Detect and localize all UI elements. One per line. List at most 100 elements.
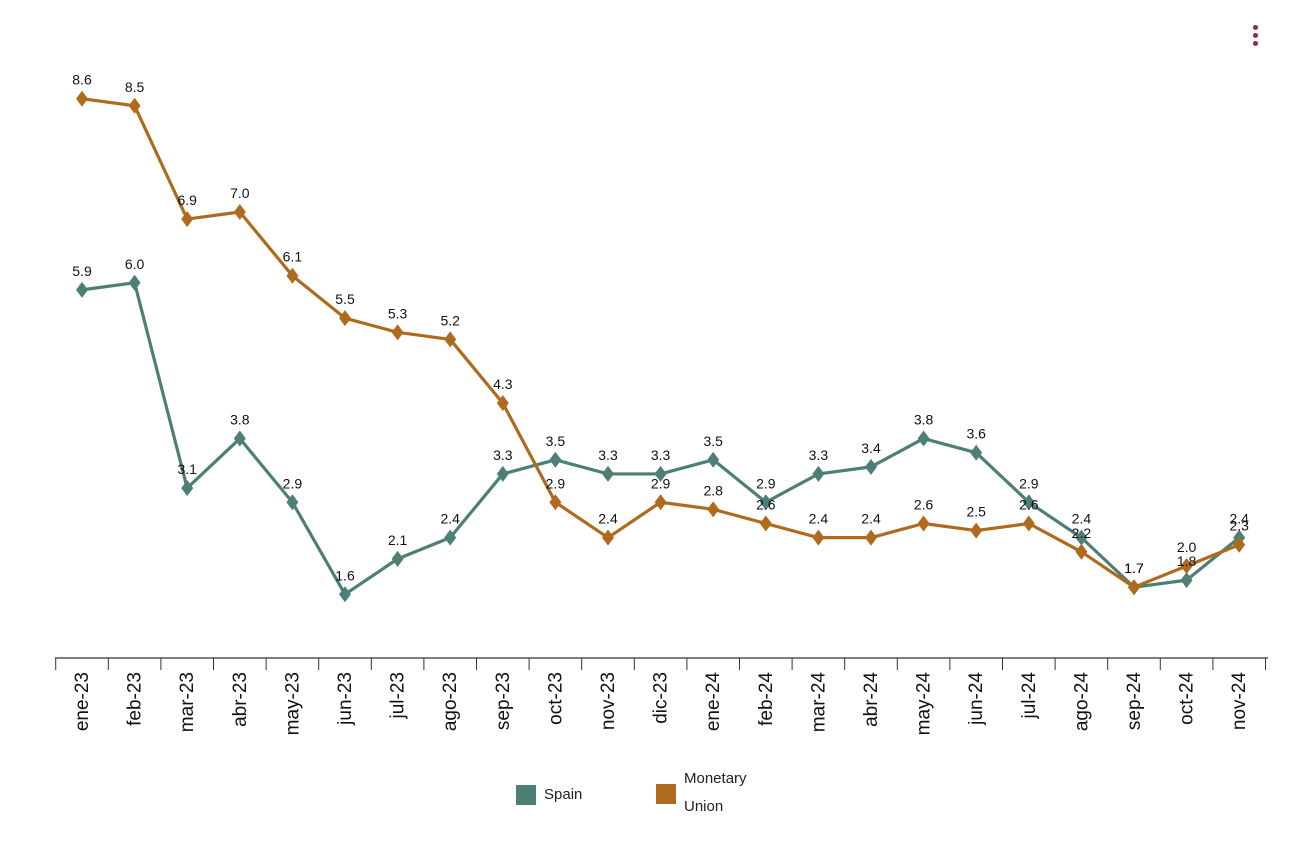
x-tick-label: oct-23 <box>545 672 566 725</box>
data-label: 1.7 <box>1124 560 1144 576</box>
data-point-marker <box>444 529 457 546</box>
data-point-marker <box>76 90 88 107</box>
data-label: 2.4 <box>440 511 460 527</box>
data-label: 2.9 <box>283 475 303 491</box>
legend-item-monetary-union[interactable]: Monetary Union <box>656 765 774 821</box>
legend-item-spain[interactable]: Spain <box>516 781 582 809</box>
x-tick-label: feb-24 <box>756 672 777 726</box>
legend-label-spain: Spain <box>544 786 583 803</box>
data-labels: 5.9 6.0 3.1 3.8 2.9 1.6 2.1 2.4 3.3 3.5 3.3 3.3 3.5 2… <box>72 72 1249 584</box>
data-point-marker <box>549 451 562 468</box>
data-label: 2.4 <box>861 511 881 527</box>
x-tick-label: jul-24 <box>1019 672 1040 720</box>
legend-label-monetary-union: Monetary Union <box>684 765 774 821</box>
data-label: 1.8 <box>1177 553 1197 569</box>
data-point-marker <box>339 310 351 327</box>
data-label: 3.5 <box>703 433 723 449</box>
series-lines <box>81 97 1241 596</box>
data-label: 8.5 <box>125 79 145 95</box>
data-label: 5.3 <box>388 305 408 321</box>
data-point-marker <box>707 501 720 518</box>
x-tick-label: nov-24 <box>1229 672 1250 731</box>
data-label: 3.8 <box>914 412 934 428</box>
data-point-marker <box>654 465 667 482</box>
x-tick-label: ene-24 <box>703 672 724 732</box>
x-tick-label: may-24 <box>914 672 935 736</box>
data-label: 2.4 <box>809 511 829 527</box>
data-label: 3.3 <box>598 447 618 463</box>
data-point-marker <box>759 494 772 511</box>
data-point-marker <box>128 274 141 291</box>
data-label: 5.9 <box>72 263 92 279</box>
x-tick-label: nov-23 <box>598 672 619 730</box>
series-markers <box>76 90 1246 603</box>
x-tick-label: jun-23 <box>335 672 356 726</box>
data-label: 3.8 <box>230 412 250 428</box>
x-tick-label: feb-23 <box>125 672 146 726</box>
data-label: 8.6 <box>72 72 92 88</box>
data-label: 2.6 <box>914 496 934 512</box>
x-tick-label: jul-23 <box>388 672 409 719</box>
data-label: 3.4 <box>861 440 881 456</box>
x-tick-label: abr-24 <box>861 672 882 727</box>
data-point-marker <box>286 494 299 511</box>
chart-legend: Spain Monetary Union <box>516 765 816 815</box>
menu-dot <box>1253 41 1258 46</box>
data-label: 3.6 <box>966 426 986 442</box>
data-point-marker <box>339 586 351 603</box>
data-point-marker <box>654 494 667 511</box>
data-point-marker <box>865 529 877 546</box>
legend-label-line-2: Union <box>684 798 724 815</box>
data-label: 1.6 <box>335 567 355 583</box>
data-point-marker <box>602 529 614 546</box>
data-label: 2.9 <box>546 475 566 491</box>
data-point-marker <box>391 550 404 567</box>
data-label: 2.2 <box>1072 525 1092 541</box>
series-line-monetary-union <box>81 97 1240 589</box>
data-label: 3.5 <box>546 433 566 449</box>
data-label: 6.9 <box>177 192 197 208</box>
x-tick-label: mar-24 <box>808 672 829 733</box>
data-label: 5.5 <box>335 291 355 307</box>
x-tick-labels: ene-23 feb-23 mar-23 abr-23 may-23 jun-23 jul-… <box>72 672 1250 736</box>
data-point-marker <box>865 458 877 475</box>
data-point-marker <box>1022 494 1035 511</box>
data-point-marker <box>1180 572 1193 589</box>
x-axis <box>55 657 1268 670</box>
data-point-marker <box>181 480 194 497</box>
data-label: 2.8 <box>703 482 723 498</box>
data-label: 2.4 <box>598 511 618 527</box>
data-label: 5.2 <box>440 312 460 328</box>
data-point-marker <box>602 465 614 482</box>
data-label: 3.3 <box>809 447 829 463</box>
data-point-marker <box>812 465 825 482</box>
data-label: 2.1 <box>388 532 408 548</box>
data-label: 3.3 <box>651 447 671 463</box>
data-label: 2.6 <box>1019 496 1039 512</box>
data-label: 2.0 <box>1177 539 1197 555</box>
menu-dot <box>1253 33 1258 38</box>
data-point-marker <box>549 494 562 511</box>
data-point-marker <box>707 451 720 468</box>
legend-swatch-spain <box>516 785 536 805</box>
x-tick-label: mar-23 <box>177 672 198 732</box>
data-point-marker <box>76 281 88 298</box>
data-point-marker <box>1180 557 1193 574</box>
x-tick-label: may-23 <box>282 672 303 735</box>
data-point-marker <box>233 430 246 447</box>
x-tick-label: dic-23 <box>651 672 672 724</box>
data-point-marker <box>444 331 457 348</box>
data-point-marker <box>233 203 246 220</box>
x-tick-label: oct-24 <box>1177 672 1198 725</box>
data-label: 4.3 <box>493 376 513 392</box>
legend-swatch-monetary-union <box>656 784 676 804</box>
x-tick-label: abr-23 <box>230 672 251 727</box>
data-point-marker <box>496 395 509 412</box>
x-tick-label: ene-23 <box>72 672 93 731</box>
chart-menu-icon[interactable] <box>1253 25 1263 49</box>
data-point-marker <box>1075 529 1088 546</box>
data-point-marker <box>970 444 983 461</box>
data-point-marker <box>759 515 772 532</box>
data-point-marker <box>1233 536 1246 553</box>
